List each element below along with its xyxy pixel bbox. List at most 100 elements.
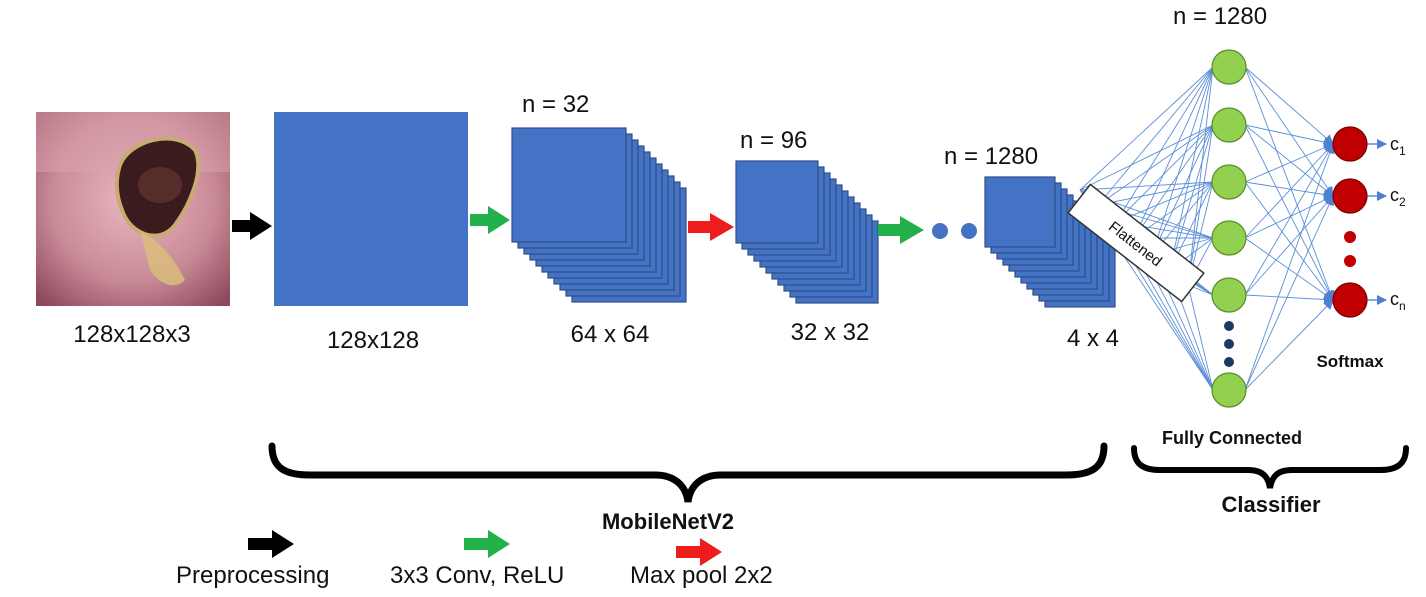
feature-map-4-layer	[984, 176, 1056, 248]
fc-softmax-connection	[1244, 66, 1335, 301]
output-c1: c1	[1390, 134, 1406, 158]
mobilenet-brace	[268, 442, 1108, 503]
stage-2-n-label: n = 32	[522, 91, 589, 118]
fc-softmax-connection	[1244, 237, 1334, 301]
flatten-fc-connection	[1115, 66, 1214, 223]
fc-node	[1211, 164, 1247, 200]
flatten-fc-connection	[1079, 124, 1214, 191]
legend-preprocessing: Preprocessing	[176, 530, 329, 589]
fully-connected-layer	[1211, 49, 1247, 408]
svg-text:c2: c2	[1390, 185, 1406, 209]
flatten-fc-connection	[1187, 66, 1214, 286]
classifier-brace	[1131, 445, 1409, 489]
flatten-fc-connection	[1169, 66, 1214, 271]
feature-map-32-layer	[735, 160, 819, 244]
flatten-fc-connection	[1187, 124, 1214, 286]
softmax-ellipsis-dot	[1344, 231, 1356, 243]
fc-node	[1211, 372, 1247, 408]
legend-preprocessing-label: Preprocessing	[176, 562, 329, 589]
fc-softmax-connection	[1244, 124, 1334, 197]
flatten-fc-connection	[1097, 124, 1214, 206]
flatten-fc-connection	[1079, 181, 1214, 191]
fc-ellipsis-dot	[1224, 357, 1234, 367]
max-pool-arrow-1	[688, 213, 734, 241]
output-cn-letter: c	[1390, 289, 1399, 309]
stage-3-n-label: n = 96	[740, 127, 807, 154]
legend: Preprocessing 3x3 Conv, ReLU Max pool 2x…	[176, 530, 773, 589]
fc-softmax-connection	[1244, 294, 1334, 305]
fc-label: Fully Connected	[1162, 428, 1302, 448]
feature-map-128	[274, 112, 468, 306]
legend-conv-relu-label: 3x3 Conv, ReLU	[390, 562, 564, 589]
fc-ellipsis-dot	[1224, 339, 1234, 349]
flatten-fc-connection	[1133, 124, 1214, 239]
fc-node	[1211, 220, 1247, 256]
input-image	[36, 112, 230, 306]
conv-relu-arrow-1	[470, 206, 510, 234]
stage-4-n-label: n = 1280	[944, 143, 1038, 170]
fc-softmax-connection	[1244, 195, 1334, 239]
fc-n-label: n = 1280	[1173, 3, 1267, 30]
fc-ellipsis-dot	[1224, 321, 1234, 331]
svg-text:c1: c1	[1390, 134, 1406, 158]
mobilenet-label: MobileNetV2	[602, 509, 734, 534]
input-size-label: 128x128x3	[73, 321, 190, 348]
feature-map-64-layer	[511, 127, 627, 243]
output-c1-letter: c	[1390, 134, 1399, 154]
fc-softmax-connection	[1244, 143, 1334, 239]
feature-map-stack-32	[735, 160, 879, 304]
flatten-fc-connection	[1133, 66, 1214, 239]
softmax-node	[1332, 126, 1368, 162]
fc-node	[1211, 277, 1247, 313]
softmax-node	[1332, 282, 1368, 318]
output-c2-sub: 2	[1399, 195, 1406, 209]
fc-node	[1211, 107, 1247, 143]
classifier-label: Classifier	[1221, 492, 1320, 517]
fc-softmax-connection	[1244, 299, 1334, 391]
legend-max-pool-label: Max pool 2x2	[630, 562, 773, 589]
stage-3-size-label: 32 x 32	[791, 319, 870, 346]
stage-4-size-label: 4 x 4	[1067, 325, 1119, 352]
output-c1-sub: 1	[1399, 144, 1406, 158]
legend-conv-relu: 3x3 Conv, ReLU	[390, 530, 564, 589]
softmax-layer	[1332, 126, 1368, 318]
flatten-fc-connection	[1097, 181, 1214, 206]
flatten-fc-connection	[1151, 124, 1214, 256]
flatten-fc-connection	[1115, 181, 1214, 223]
fc-softmax-connection	[1244, 142, 1334, 183]
ellipsis-dot	[932, 223, 948, 239]
fc-node	[1211, 49, 1247, 85]
flatten-fc-connection	[1151, 66, 1214, 256]
fc-softmax-connection	[1244, 124, 1334, 147]
softmax-label: Softmax	[1316, 352, 1384, 371]
fc-softmax-connection	[1244, 66, 1334, 197]
fc-softmax-connection	[1244, 181, 1334, 200]
preprocessing-arrow	[232, 212, 272, 240]
output-c2-letter: c	[1390, 185, 1399, 205]
softmax-ellipsis-dot	[1344, 255, 1356, 267]
fc-softmax-connection	[1244, 143, 1334, 296]
fc-softmax-connection	[1244, 66, 1334, 145]
conv-relu-arrow-2	[878, 216, 924, 244]
softmax-node	[1332, 178, 1368, 214]
ellipsis-dot	[961, 223, 977, 239]
fc-softmax-connection	[1244, 124, 1334, 301]
stage-1-size-label: 128x128	[327, 327, 419, 354]
svg-text:cn: cn	[1390, 289, 1406, 313]
feature-map-stack-64	[511, 127, 687, 303]
legend-max-pool: Max pool 2x2	[630, 538, 773, 589]
output-cn-sub: n	[1399, 299, 1406, 313]
fc-softmax-connection	[1244, 143, 1335, 391]
flatten-fc-connection	[1097, 66, 1214, 206]
flatten-fc-connection	[1187, 284, 1214, 391]
flatten-fc-connection	[1079, 66, 1214, 191]
output-cn: cn	[1390, 289, 1406, 313]
stage-2-size-label: 64 x 64	[571, 321, 650, 348]
fc-softmax-connection	[1244, 195, 1334, 296]
fc-softmax-connection	[1244, 195, 1334, 391]
output-c2: c2	[1390, 185, 1406, 209]
fc-softmax-connection	[1244, 181, 1334, 301]
flatten-fc-connection	[1169, 124, 1214, 271]
feature-map-stack-4	[984, 176, 1116, 308]
